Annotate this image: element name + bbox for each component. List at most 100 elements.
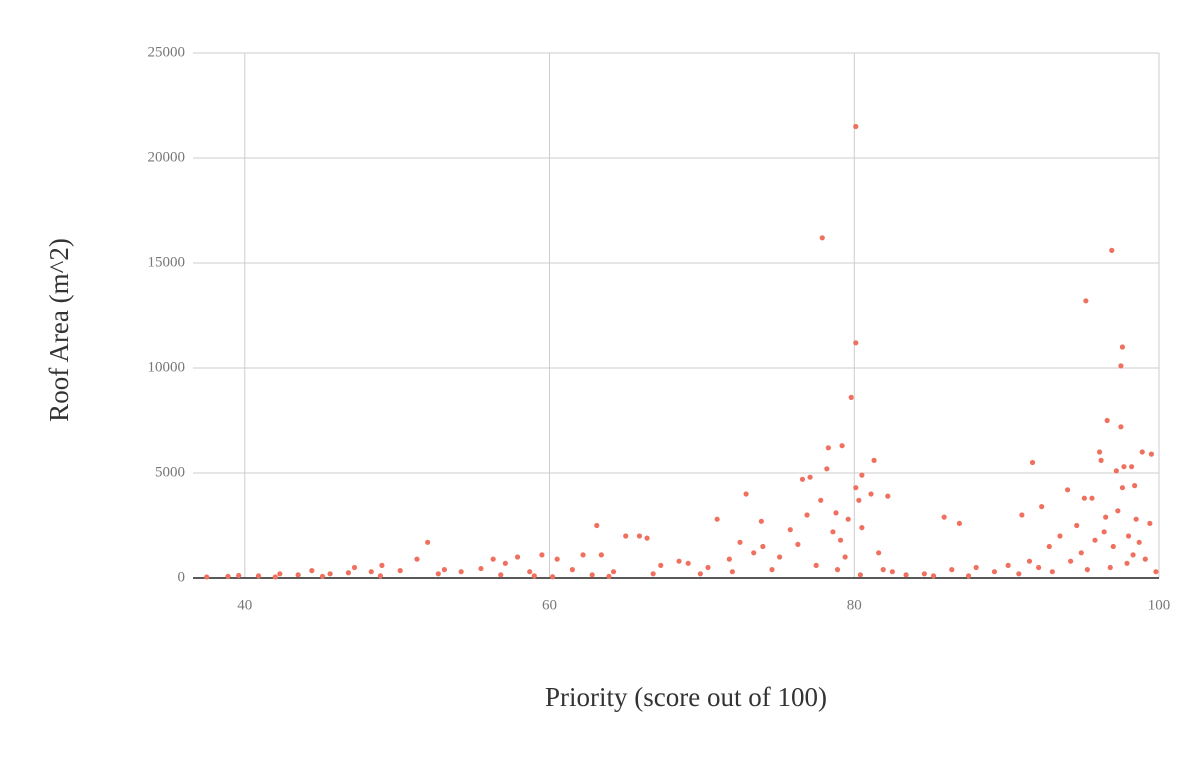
point	[1153, 569, 1159, 575]
point	[531, 573, 537, 579]
y-tick-label: 0	[178, 569, 186, 585]
point	[833, 510, 839, 516]
point	[1128, 464, 1135, 470]
point	[527, 569, 533, 575]
point	[514, 554, 521, 560]
point	[1019, 512, 1025, 518]
point	[769, 567, 775, 573]
point	[956, 520, 963, 527]
point	[650, 571, 656, 577]
point	[837, 537, 844, 543]
point	[1089, 495, 1095, 501]
point	[658, 562, 664, 569]
point	[277, 571, 283, 577]
point	[327, 571, 333, 577]
point	[991, 569, 998, 575]
point	[589, 572, 595, 578]
point	[1107, 564, 1113, 571]
point	[309, 568, 315, 574]
point	[758, 518, 764, 524]
point	[1148, 451, 1154, 457]
point	[726, 556, 732, 562]
point	[818, 497, 824, 503]
point	[842, 554, 848, 560]
point	[871, 457, 877, 463]
y-tick-label: 10000	[148, 359, 186, 375]
point	[676, 558, 682, 564]
point	[1064, 487, 1071, 493]
point	[685, 560, 691, 566]
point	[787, 527, 793, 533]
point	[853, 123, 859, 130]
point	[856, 497, 862, 503]
point	[425, 539, 431, 545]
point	[255, 573, 262, 579]
point	[880, 567, 886, 573]
point	[1103, 514, 1109, 520]
point	[799, 476, 806, 482]
point	[1081, 495, 1087, 501]
point	[1147, 520, 1153, 527]
point	[1096, 449, 1103, 455]
point	[1125, 533, 1132, 539]
point	[1078, 550, 1084, 556]
point	[903, 572, 909, 578]
point	[502, 560, 508, 566]
point	[636, 533, 643, 539]
point	[859, 472, 865, 478]
point	[807, 474, 813, 480]
x-tick-label: 100	[1148, 597, 1171, 613]
point	[1118, 424, 1124, 430]
point	[441, 567, 448, 573]
y-tick-label: 15000	[148, 254, 186, 270]
x-axis-title: Priority (score out of 100)	[545, 682, 827, 712]
point	[379, 562, 385, 569]
point	[1118, 363, 1124, 369]
point	[1139, 449, 1145, 455]
point	[737, 539, 743, 545]
point	[845, 516, 851, 522]
y-axis-title: Roof Area (m^2)	[44, 238, 74, 422]
x-tick-label: 60	[542, 597, 557, 613]
point	[1039, 504, 1045, 510]
y-tick-label: 5000	[155, 464, 185, 480]
point	[549, 574, 556, 580]
point	[819, 235, 825, 241]
point	[1115, 508, 1121, 514]
point	[839, 443, 845, 449]
point	[859, 525, 865, 531]
x-tick-label: 80	[847, 597, 862, 613]
point	[272, 574, 278, 580]
point	[580, 552, 586, 558]
point	[804, 512, 810, 518]
point	[351, 564, 358, 571]
point	[1109, 247, 1115, 253]
point	[1084, 567, 1090, 573]
point	[1036, 564, 1042, 571]
point	[1119, 485, 1126, 491]
point	[1029, 459, 1036, 466]
point	[435, 571, 441, 577]
point	[1049, 569, 1055, 575]
point	[397, 568, 403, 574]
point	[751, 550, 757, 556]
point	[697, 571, 703, 577]
point	[941, 514, 947, 520]
point	[705, 564, 711, 571]
point	[853, 485, 859, 491]
point	[368, 569, 374, 575]
point	[345, 570, 352, 576]
point	[830, 529, 836, 535]
point	[1046, 543, 1052, 550]
point	[930, 573, 937, 579]
point	[414, 556, 420, 562]
point	[1005, 562, 1011, 569]
point	[1101, 529, 1107, 535]
point	[714, 516, 720, 522]
point	[498, 572, 504, 578]
point	[569, 567, 575, 573]
point	[1119, 344, 1126, 350]
point	[1083, 298, 1089, 304]
point	[795, 541, 801, 548]
